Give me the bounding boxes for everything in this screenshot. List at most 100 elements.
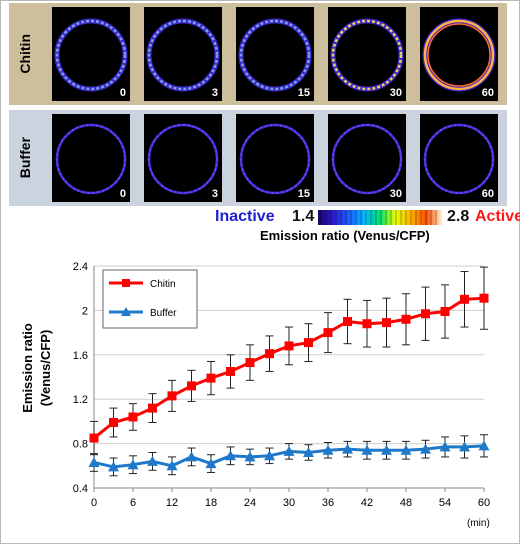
ratio-color-scale: Inactive 1.4 2.8 Active xyxy=(215,207,520,227)
time-label: 60 xyxy=(481,188,494,200)
cell-ratio-image xyxy=(55,123,127,195)
cell-ratio-image xyxy=(330,18,404,92)
cell-ratio-image xyxy=(54,18,128,92)
scale-caption: Emission ratio (Venus/CFP) xyxy=(260,228,430,243)
scale-min-value: 1.4 xyxy=(292,208,315,225)
buffer-point xyxy=(88,456,100,467)
cell-membrane-signal xyxy=(332,124,402,194)
buffer-image-row: Buffer 0 3 15 30 60 xyxy=(9,110,507,206)
cell-membrane-signal xyxy=(240,124,310,194)
legend-chitin-label: Chitin xyxy=(150,279,176,290)
chart-legend: Chitin Buffer xyxy=(102,269,198,329)
buffer-point xyxy=(478,440,490,451)
emission-ratio-chart: 0.4 0.8 1.2 1.6 2 2.4 0 6 12 18 24 30 36 42 48 54 60 Em… xyxy=(20,261,490,529)
chitin-point xyxy=(382,318,391,328)
time-label: 30 xyxy=(389,188,402,200)
x-tick-label: 24 xyxy=(244,497,256,509)
buffer-point xyxy=(166,460,178,471)
time-label: 0 xyxy=(119,188,126,200)
chitin-point xyxy=(304,338,313,348)
chitin-point xyxy=(187,381,196,391)
time-label: 0 xyxy=(119,87,126,99)
chitin-image-4: 60 xyxy=(420,7,498,101)
buffer-point xyxy=(205,458,217,469)
chitin-point xyxy=(226,366,235,376)
x-tick-label: 36 xyxy=(322,497,334,509)
cell-ratio-image xyxy=(331,123,403,195)
chitin-point xyxy=(128,412,138,422)
buffer-point xyxy=(361,444,373,455)
x-tick-label: 48 xyxy=(400,497,412,509)
chitin-image-1: 3 xyxy=(144,7,222,101)
buffer-point xyxy=(244,451,256,462)
buffer-point xyxy=(147,455,158,466)
chitin-row-label-box: Chitin xyxy=(11,3,39,105)
buffer-point xyxy=(264,450,275,461)
chitin-row-label: Chitin xyxy=(17,34,33,74)
cell-membrane-signal xyxy=(147,19,219,91)
buffer-image-0: 0 xyxy=(52,114,130,202)
buffer-point xyxy=(439,441,451,452)
buffer-point xyxy=(225,450,236,461)
buffer-image-4: 60 xyxy=(420,114,498,202)
cell-ratio-image xyxy=(238,18,312,92)
y-tick-label: 1.6 xyxy=(73,350,88,362)
chitin-point xyxy=(284,341,294,351)
time-label: 15 xyxy=(297,188,310,200)
chitin-point xyxy=(89,433,99,443)
cell-ratio-image xyxy=(422,18,496,92)
time-label: 3 xyxy=(211,188,218,200)
buffer-point xyxy=(342,443,353,454)
buffer-row-label: Buffer xyxy=(17,137,33,179)
scale-inactive-label: Inactive xyxy=(215,208,275,225)
buffer-image-3: 30 xyxy=(328,114,406,202)
y-axis-ticks: 0.4 0.8 1.2 1.6 2 2.4 xyxy=(73,261,88,495)
chitin-image-3: 30 xyxy=(328,7,406,101)
chitin-point xyxy=(265,349,274,359)
chitin-point xyxy=(167,391,177,401)
chitin-point xyxy=(148,403,157,413)
chart-series xyxy=(88,266,490,477)
chitin-image-0: 0 xyxy=(52,7,130,101)
chitin-image-2: 15 xyxy=(236,7,314,101)
legend-buffer-marker xyxy=(121,307,131,316)
x-tick-label: 60 xyxy=(478,497,490,509)
buffer-point xyxy=(322,444,334,455)
buffer-point xyxy=(459,441,470,452)
cell-ratio-image xyxy=(146,18,220,92)
color-gradient-bar xyxy=(318,210,442,225)
chitin-point xyxy=(421,309,430,319)
chitin-image-row: Chitin 0 3 15 30 60 xyxy=(9,3,507,105)
chitin-point xyxy=(323,328,333,338)
buffer-point xyxy=(283,445,295,456)
x-tick-label: 18 xyxy=(205,497,217,509)
legend-box xyxy=(102,269,198,329)
chitin-series xyxy=(89,266,489,456)
buffer-point xyxy=(186,451,197,462)
cell-membrane-signal xyxy=(56,124,126,194)
y-tick-label: 2 xyxy=(82,305,88,317)
cell-membrane-signal xyxy=(148,124,218,194)
chitin-point xyxy=(245,358,255,368)
scale-max-value: 2.8 xyxy=(447,208,470,225)
x-tick-label: 0 xyxy=(91,497,97,509)
x-tick-label: 30 xyxy=(283,497,295,509)
x-tick-label: 6 xyxy=(130,497,136,509)
buffer-point xyxy=(400,444,412,455)
buffer-image-1: 3 xyxy=(144,114,222,202)
y-tick-label: 2.4 xyxy=(73,261,88,273)
time-label: 15 xyxy=(297,87,310,99)
y-tick-label: 0.8 xyxy=(73,439,88,451)
chitin-point xyxy=(460,294,469,304)
x-axis-ticks: 0 6 12 18 24 30 36 42 48 54 60 xyxy=(91,488,490,509)
time-label: 3 xyxy=(211,87,218,99)
y-tick-label: 1.2 xyxy=(73,394,88,406)
cell-membrane-signal xyxy=(423,19,495,91)
chitin-point xyxy=(343,317,352,326)
chitin-point xyxy=(362,319,372,329)
cell-ratio-image xyxy=(239,123,311,195)
cell-membrane-signal xyxy=(239,19,311,91)
buffer-point xyxy=(108,461,119,472)
buffer-row-label-box: Buffer xyxy=(11,110,39,206)
chitin-point xyxy=(206,373,216,383)
